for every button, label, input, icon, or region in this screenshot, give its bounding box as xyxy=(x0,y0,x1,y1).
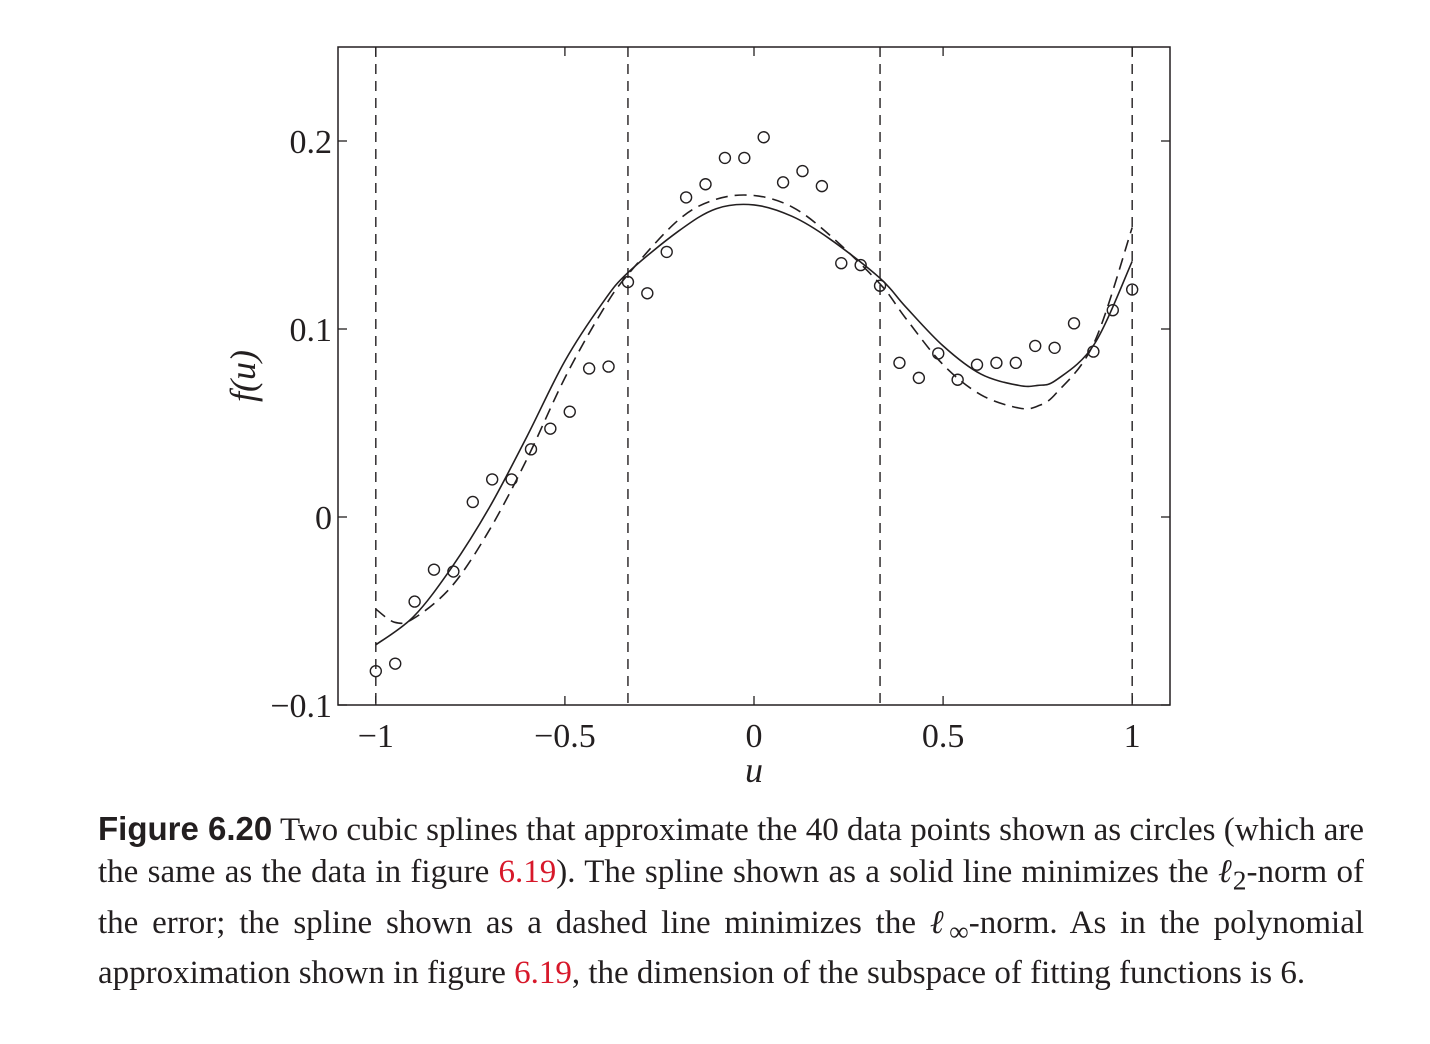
y-tick-label: −0.1 xyxy=(270,688,332,725)
data-point xyxy=(796,164,809,178)
knot-lines xyxy=(375,47,1133,705)
y-tick-label: 0.2 xyxy=(290,124,333,161)
x-tick-label: −1 xyxy=(358,718,394,755)
data-point xyxy=(641,287,654,300)
norm-subscript: ∞ xyxy=(949,915,969,947)
data-point xyxy=(776,176,790,189)
spline-chart: −1 −0.5 0 0.5 1 −0.1 0 0.1 0.2 u f(u) xyxy=(223,46,1171,790)
data-point xyxy=(505,473,518,486)
data-point xyxy=(970,358,984,371)
linf-spline-line xyxy=(375,194,1133,625)
data-point xyxy=(679,191,693,204)
data-point xyxy=(912,371,926,385)
data-point xyxy=(1048,341,1061,354)
data-point xyxy=(757,131,770,144)
data-point xyxy=(660,245,673,259)
data-point xyxy=(427,563,441,576)
data-point xyxy=(544,422,557,435)
data-point xyxy=(582,362,596,375)
data-point xyxy=(369,664,383,678)
data-point xyxy=(718,151,732,165)
caption-text: ). The spline shown as a solid line mini… xyxy=(556,854,1218,890)
data-point xyxy=(873,279,887,292)
data-point xyxy=(524,443,538,456)
data-point xyxy=(835,257,848,270)
x-axis-label: u xyxy=(745,750,763,790)
plot-frame xyxy=(337,46,1171,706)
data-point xyxy=(485,473,499,486)
x-tick-label: 0.5 xyxy=(922,718,965,755)
y-axis-ticks: −0.1 0 0.1 0.2 xyxy=(270,124,1170,725)
data-point xyxy=(893,356,906,370)
data-point xyxy=(1067,317,1081,330)
data-point xyxy=(1087,345,1100,358)
data-point xyxy=(563,405,576,418)
data-point xyxy=(1106,304,1119,317)
data-point xyxy=(951,373,964,386)
data-points xyxy=(369,131,1139,678)
caption-text: Two cubic splines that approximate the 4… xyxy=(98,812,1364,890)
y-axis-label: f(u) xyxy=(223,350,263,402)
data-point xyxy=(1125,283,1139,296)
x-tick-label: −0.5 xyxy=(534,718,596,755)
data-point xyxy=(699,178,712,191)
x-tick-label: 1 xyxy=(1124,718,1141,755)
caption-text: -norm of the error; the spline shown as … xyxy=(98,854,1364,941)
data-point xyxy=(408,595,421,608)
y-tick-label: 0.1 xyxy=(290,312,333,349)
figure-label: Figure 6.20 xyxy=(98,810,273,847)
x-axis-ticks: −1 −0.5 0 0.5 1 xyxy=(358,47,1141,755)
data-point xyxy=(738,151,751,165)
y-tick-label: 0 xyxy=(315,500,332,537)
data-point xyxy=(990,356,1003,370)
data-point xyxy=(602,360,615,373)
ell-symbol: ℓ xyxy=(929,904,950,941)
figure-reference-link[interactable]: 6.19 xyxy=(514,955,572,992)
data-point xyxy=(389,657,402,670)
norm-subscript: 2 xyxy=(1232,864,1247,896)
data-point xyxy=(447,565,460,578)
data-point xyxy=(932,347,945,360)
data-point xyxy=(1009,356,1023,370)
figure-reference-link[interactable]: 6.19 xyxy=(498,854,557,890)
x-tick-label: 0 xyxy=(746,718,763,755)
spline-series xyxy=(375,194,1133,646)
caption-text: -norm. As in the polynomial approximatio… xyxy=(98,904,1365,992)
data-point xyxy=(466,495,479,509)
ell-symbol: ℓ xyxy=(1217,854,1233,890)
figure-caption: Figure 6.20 Two cubic splines that appro… xyxy=(98,808,1364,994)
l2-spline-line xyxy=(375,203,1133,646)
data-point xyxy=(854,258,867,272)
data-point xyxy=(621,275,635,289)
caption-text: , the dimension of the subspace of fitti… xyxy=(571,955,1306,992)
data-point xyxy=(1029,339,1042,353)
data-point xyxy=(815,179,829,193)
